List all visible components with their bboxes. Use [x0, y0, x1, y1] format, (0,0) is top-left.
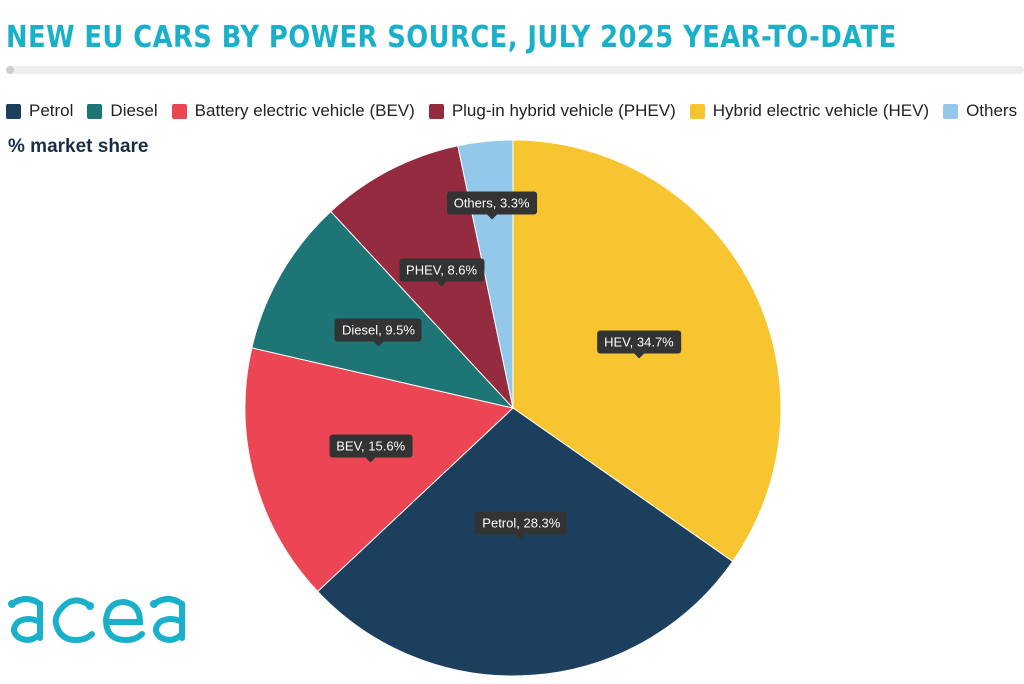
slice-label-hev: HEV, 34.7%: [597, 330, 681, 354]
legend-item[interactable]: Petrol: [6, 101, 73, 121]
title-divider: [6, 66, 1024, 74]
legend-item[interactable]: Others: [943, 101, 1017, 121]
legend-label: Hybrid electric vehicle (HEV): [712, 101, 930, 120]
legend-swatch: [428, 103, 444, 119]
legend-item[interactable]: Battery electric vehicle (BEV): [171, 101, 415, 121]
legend-item[interactable]: Diesel: [87, 101, 158, 121]
legend-swatch: [87, 103, 103, 119]
acea-logo: acea: [8, 596, 185, 644]
legend-label: Others: [966, 101, 1018, 120]
legend-label: Diesel: [110, 101, 158, 120]
slice-label-bev: BEV, 15.6%: [329, 434, 413, 458]
legend-swatch: [689, 103, 705, 119]
slice-label-diesel: Diesel, 9.5%: [334, 318, 422, 342]
pie-slice-diesel[interactable]: [251, 210, 515, 409]
chart-subtitle: % market share: [8, 136, 149, 157]
legend-label: Petrol: [29, 101, 74, 120]
pie-slice-petrol[interactable]: [316, 407, 734, 677]
legend-swatch: [943, 103, 959, 119]
slice-label-petrol: Petrol, 28.3%: [475, 511, 568, 535]
legend-item[interactable]: Plug-in hybrid vehicle (PHEV): [428, 101, 676, 121]
slice-label-phev: PHEV, 8.6%: [399, 258, 485, 282]
legend-label: Battery electric vehicle (BEV): [194, 101, 415, 120]
chart-title: NEW EU CARS BY POWER SOURCE, JULY 2025 Y…: [6, 20, 897, 55]
chart-legend: Petrol Diesel Battery electric vehicle (BE…: [6, 100, 1024, 122]
legend-swatch: [6, 103, 21, 119]
legend-item[interactable]: Hybrid electric vehicle (HEV): [689, 101, 930, 121]
pie-slice-bev[interactable]: [244, 347, 515, 593]
legend-label: Plug-in hybrid vehicle (PHEV): [451, 101, 676, 120]
legend-swatch: [171, 103, 187, 119]
slice-label-others: Others, 3.3%: [446, 191, 537, 215]
